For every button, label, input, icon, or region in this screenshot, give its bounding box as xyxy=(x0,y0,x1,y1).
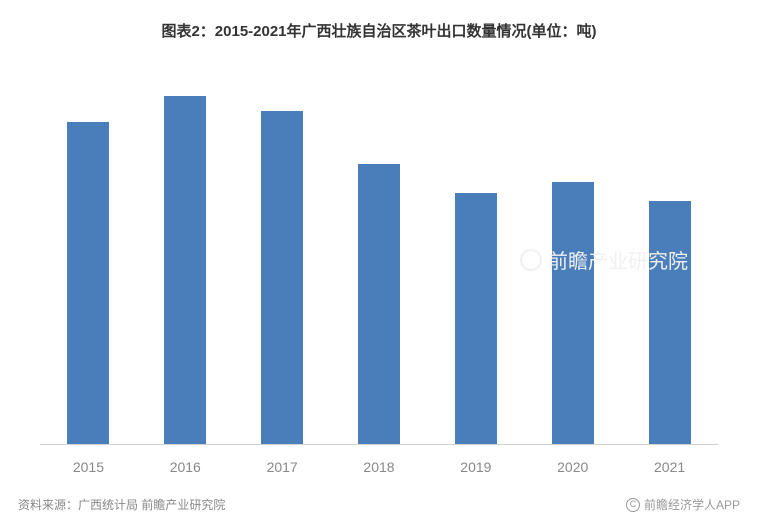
bar-2016 xyxy=(164,96,206,444)
bar-slot xyxy=(40,70,137,444)
bar-2019 xyxy=(455,193,497,444)
bar-slot xyxy=(137,70,234,444)
bar-2018 xyxy=(358,164,400,445)
chart-title: 图表2：2015-2021年广西壮族自治区茶叶出口数量情况(单位：吨) xyxy=(0,0,758,41)
x-label: 2018 xyxy=(331,459,428,475)
footer-watermark: C 前瞻经济学人APP xyxy=(626,496,740,513)
x-label: 2020 xyxy=(524,459,621,475)
bar-slot xyxy=(331,70,428,444)
bar-slot xyxy=(621,70,718,444)
x-label: 2016 xyxy=(137,459,234,475)
bar-slot xyxy=(234,70,331,444)
bar-2017 xyxy=(261,111,303,444)
bar-2015 xyxy=(67,122,109,444)
bar-slot xyxy=(427,70,524,444)
x-label: 2019 xyxy=(427,459,524,475)
source-text: 资料来源：广西统计局 前瞻产业研究院 xyxy=(18,496,225,513)
bar-slot xyxy=(524,70,621,444)
watermark-text: 前瞻经济学人APP xyxy=(644,496,740,513)
x-axis-labels: 2015 2016 2017 2018 2019 2020 2021 xyxy=(40,459,718,475)
x-label: 2021 xyxy=(621,459,718,475)
x-label: 2017 xyxy=(234,459,331,475)
copyright-icon: C xyxy=(626,498,640,512)
plot-area xyxy=(40,70,718,445)
bars-container xyxy=(40,70,718,444)
bar-2021 xyxy=(649,201,691,444)
bar-2020 xyxy=(552,182,594,444)
x-label: 2015 xyxy=(40,459,137,475)
